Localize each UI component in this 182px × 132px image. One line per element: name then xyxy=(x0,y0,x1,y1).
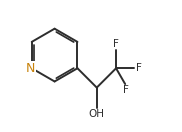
Text: N: N xyxy=(26,62,35,75)
Text: OH: OH xyxy=(89,109,105,119)
Text: F: F xyxy=(123,86,129,95)
Text: F: F xyxy=(136,63,142,73)
Text: F: F xyxy=(113,39,119,49)
